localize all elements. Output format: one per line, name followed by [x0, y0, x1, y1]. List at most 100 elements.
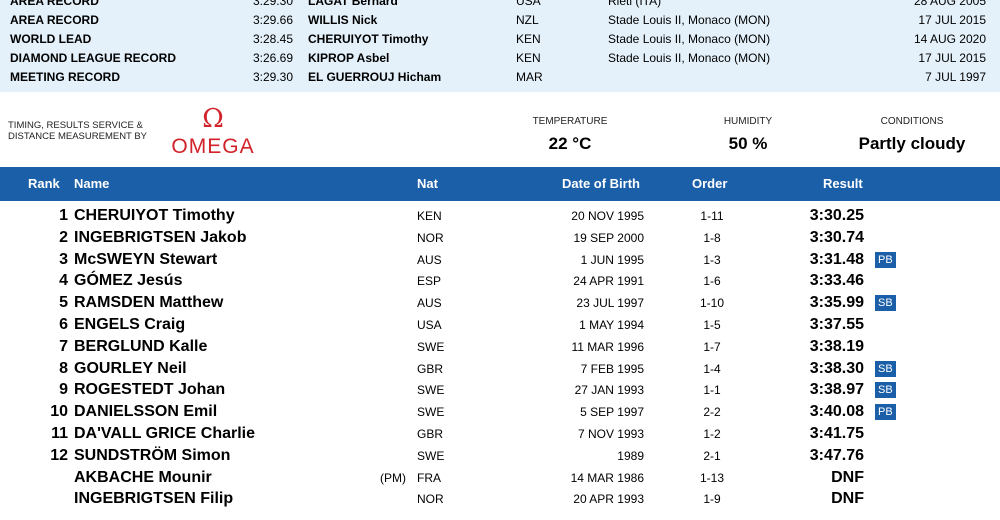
record-venue: Stade Louis II, Monaco (MON) [608, 51, 771, 65]
timing-sponsor-text: TIMING, RESULTS SERVICE & DISTANCE MEASU… [8, 120, 147, 142]
record-time: 3:26.69 [252, 51, 293, 65]
athlete-nat: SWE [417, 405, 445, 420]
athlete-nat: SWE [417, 339, 445, 354]
record-holder: KIPROP Asbel [308, 51, 390, 65]
athlete-nat: USA [417, 317, 442, 332]
humidity-label: HUMIDITY [723, 116, 773, 127]
conditions-value: Partly cloudy [858, 134, 966, 153]
athlete-result: DNF [831, 490, 864, 508]
record-date: 17 JUL 2015 [918, 51, 986, 65]
athlete-date-of-birth: 1 MAY 1994 [579, 317, 644, 332]
sponsor-line-1: TIMING, RESULTS SERVICE & [8, 120, 143, 131]
record-badge: SB [875, 382, 896, 399]
athlete-result: 3:37.55 [809, 315, 864, 333]
athlete-name: SUNDSTRÖM Simon [74, 446, 231, 464]
record-nat: KEN [516, 32, 541, 46]
athlete-nat: AUS [417, 296, 442, 311]
athlete-rank: 5 [59, 294, 68, 312]
athlete-date-of-birth: 20 APR 1993 [573, 492, 644, 507]
record-time: 3:29.30 [252, 0, 293, 8]
record-type: MEETING RECORD [10, 70, 121, 84]
humidity-block: HUMIDITY 50 % [698, 116, 798, 156]
table-row: 5 RAMSDEN Matthew AUS 23 JUL 1997 1-10 3:35.9… [0, 292, 1000, 314]
athlete-order: 1-10 [699, 296, 725, 311]
table-row: 1 CHERUIYOT Timothy KEN 20 NOV 1995 1-11 3:30… [0, 205, 1000, 227]
record-nat: USA [516, 0, 541, 8]
athlete-result: 3:33.46 [809, 272, 864, 290]
record-type: DIAMOND LEAGUE RECORD [10, 51, 177, 65]
athlete-order: 1-8 [703, 230, 721, 245]
athlete-rank: 9 [59, 381, 68, 399]
athlete-order: 2-2 [703, 405, 721, 420]
record-time: 3:29.30 [252, 70, 293, 84]
record-date: 28 AUG 2005 [913, 0, 986, 8]
header-name: Name [74, 176, 110, 191]
athlete-result: 3:41.75 [809, 424, 864, 442]
athlete-order: 1-1 [703, 383, 721, 398]
athlete-nat: GBR [417, 361, 444, 376]
athlete-nat: NOR [417, 230, 444, 245]
athlete-name: GOURLEY Neil [74, 359, 187, 377]
record-badge: SB [875, 295, 896, 312]
record-nat: MAR [516, 70, 543, 84]
table-row: 11 DA'VALL GRICE Charlie GBR 7 NOV 1993 1-2 3… [0, 423, 1000, 445]
athlete-date-of-birth: 14 MAR 1986 [570, 470, 644, 485]
table-row: 12 SUNDSTRÖM Simon SWE 1989 2-1 3:47.76 [0, 445, 1000, 467]
header-nat: Nat [417, 176, 438, 191]
sponsor-line-2: DISTANCE MEASUREMENT BY [8, 131, 148, 142]
header-date-of-birth: Date of Birth [562, 176, 640, 191]
athlete-result: 3:31.48 [809, 250, 864, 268]
record-type: AREA RECORD [10, 13, 99, 27]
athlete-result: 3:40.08 [809, 403, 864, 421]
athlete-name: DA'VALL GRICE Charlie [74, 424, 256, 442]
athlete-result: 3:47.76 [809, 446, 864, 464]
athlete-nat: KEN [417, 209, 442, 223]
athlete-date-of-birth: 7 FEB 1995 [580, 361, 644, 376]
record-badge: PB [875, 251, 896, 268]
athlete-name: AKBACHE Mounir [74, 468, 212, 486]
record-holder: WILLIS Nick [308, 13, 378, 27]
record-holder: LAGAT Bernard [308, 0, 398, 8]
record-holder: EL GUERROUJ Hicham [308, 70, 442, 84]
record-holder: CHERUIYOT Timothy [308, 32, 429, 46]
record-row: AREA RECORD 3:29.30 LAGAT Bernard USA Rieti … [0, 0, 1000, 11]
humidity-value: 50 % [728, 134, 768, 153]
athlete-rank: 7 [59, 337, 68, 355]
record-venue: Stade Louis II, Monaco (MON) [608, 32, 771, 46]
record-row: MEETING RECORD 3:29.30 EL GUERROUJ Hicham M… [0, 68, 1000, 87]
temperature-label: TEMPERATURE [532, 116, 608, 127]
athlete-rank: 1 [59, 207, 68, 224]
athlete-order: 1-4 [703, 361, 721, 376]
athlete-order: 2-1 [703, 448, 721, 463]
record-row: WORLD LEAD 3:28.45 CHERUIYOT Timothy KEN Sta… [0, 30, 1000, 49]
athlete-date-of-birth: 23 JUL 1997 [576, 296, 644, 311]
athlete-nat: SWE [417, 383, 445, 398]
record-date: 7 JUL 1997 [925, 70, 986, 84]
athlete-date-of-birth: 1989 [617, 448, 644, 463]
record-type: AREA RECORD [10, 0, 99, 8]
athlete-order: 1-13 [699, 470, 725, 485]
athlete-nat: SWE [417, 448, 445, 463]
athlete-name: DANIELSSON Emil [74, 403, 218, 421]
athlete-date-of-birth: 19 SEP 2000 [573, 230, 644, 245]
records-panel: AREA RECORD 3:29.30 LAGAT Bernard USA Rieti … [0, 0, 1000, 92]
athlete-result: 3:38.97 [809, 381, 864, 399]
record-venue: Rieti (ITA) [608, 0, 662, 8]
record-badge: SB [875, 360, 896, 377]
athlete-rank: 8 [59, 359, 68, 377]
table-row: INGEBRIGTSEN Filip NOR 20 APR 1993 1-9 DNF [0, 488, 1000, 510]
athlete-order: 1-3 [703, 252, 721, 267]
table-row: 9 ROGESTEDT Johan SWE 27 JAN 1993 1-1 3:38.97… [0, 379, 1000, 401]
athlete-nat: ESP [417, 274, 442, 289]
record-time: 3:28.45 [252, 32, 293, 46]
athlete-order: 1-5 [703, 317, 721, 332]
athlete-result: 3:30.74 [809, 228, 864, 246]
athlete-order: 1-2 [703, 426, 721, 441]
athlete-rank: 10 [50, 403, 68, 421]
athlete-nat: FRA [417, 470, 441, 485]
athlete-date-of-birth: 27 JAN 1993 [574, 383, 644, 398]
record-row: DIAMOND LEAGUE RECORD 3:26.69 KIPROP Asbel… [0, 49, 1000, 68]
record-row: AREA RECORD 3:29.66 WILLIS Nick NZL Stade Lo… [0, 11, 1000, 30]
header-order: Order [692, 176, 728, 191]
athlete-name: McSWEYN Stewart [74, 250, 218, 268]
